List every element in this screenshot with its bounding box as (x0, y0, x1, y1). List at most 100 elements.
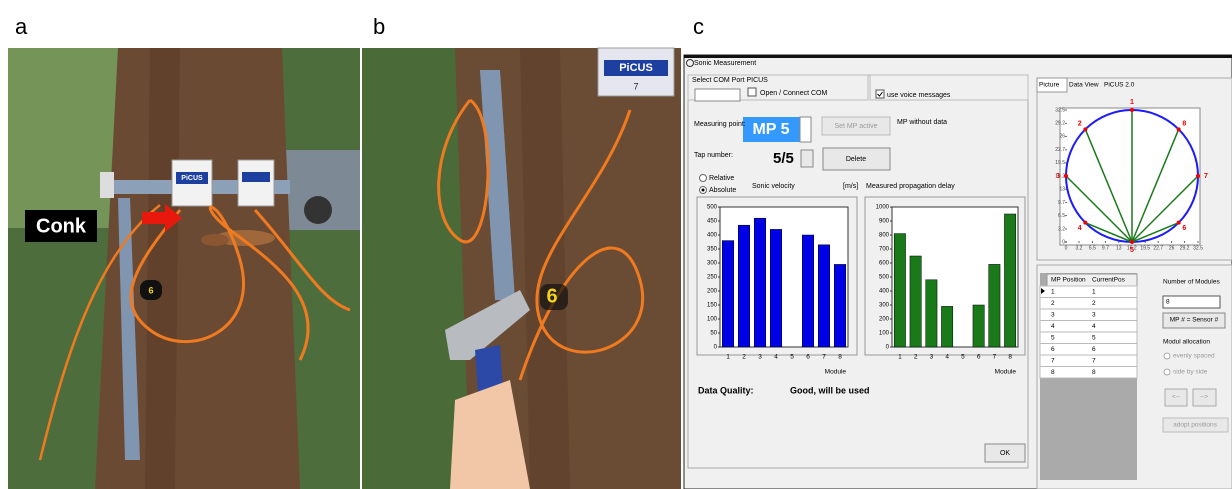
y-tick-label: 6.5 (1058, 213, 1065, 219)
x-tick-label: 3 (930, 354, 934, 361)
x-axis-title: Module (995, 369, 1017, 376)
ui-text: Data Quality: (698, 385, 754, 395)
table-cell: 4 (1051, 323, 1055, 330)
x-tick-label: 3.2 (1076, 245, 1083, 251)
tree-tag: 6 (546, 285, 557, 307)
ui-text: Select COM Port PICUS (692, 77, 768, 84)
y-tick-label: 32.5 (1055, 107, 1065, 113)
ui-text: OK (1000, 450, 1010, 457)
x-tick-label: 4 (945, 354, 949, 361)
ui-text: Sonic Measurement (694, 60, 756, 67)
chart-unit: [m/s] (843, 183, 858, 190)
ui-text: adopt positions (1173, 422, 1217, 429)
table-cell: 8 (1051, 369, 1055, 376)
sensor-label: 1 (1130, 99, 1134, 106)
x-tick-label: 13 (1116, 245, 1122, 251)
bar (910, 256, 921, 347)
y-tick-label: 3.2 (1058, 226, 1065, 232)
sensor-label: 5 (1130, 247, 1134, 254)
x-tick-label: 7 (993, 354, 997, 361)
y-tick-label: 26 (1059, 134, 1065, 140)
ui-text: use voice messages (887, 92, 951, 99)
y-tick-label: 50 (710, 331, 717, 337)
y-tick-label: 700 (879, 247, 890, 253)
table-cell: 8 (1092, 369, 1096, 376)
x-tick-label: 8 (1008, 354, 1012, 361)
y-tick-label: 1000 (876, 205, 890, 211)
sensor-label: 2 (1078, 121, 1082, 128)
ui-text: Modul allocation (1163, 339, 1210, 346)
bar (1004, 214, 1015, 347)
ui-text: Good, will be used (790, 385, 870, 395)
device-number: 7 (633, 81, 638, 91)
ui-text: side by side (1173, 369, 1208, 376)
table-cell: 1 (1092, 289, 1096, 296)
sensor-point (1083, 221, 1087, 225)
table-cell: 5 (1051, 335, 1055, 342)
table-header-cell: MP Position (1051, 277, 1086, 284)
sensor-label: 8 (1182, 121, 1186, 128)
sensor-point (1083, 127, 1087, 131)
x-tick-label: 8 (838, 354, 842, 361)
bar (722, 241, 734, 347)
panel-label: c (693, 14, 704, 39)
ui-text: MP 5 (752, 121, 789, 138)
bar (802, 235, 814, 347)
ui-text: Tap number: (694, 152, 733, 159)
sensor-label: 7 (1204, 173, 1208, 180)
table-cell: 7 (1051, 358, 1055, 365)
x-tick-label: 4 (774, 354, 778, 361)
ui-text: <-- (1172, 394, 1180, 401)
x-tick-label: 1 (726, 354, 730, 361)
photo-b (362, 48, 681, 489)
table-cell: 5 (1092, 335, 1096, 342)
panel-label: a (15, 14, 28, 39)
y-tick-label: 400 (879, 289, 890, 295)
table-cell: 6 (1092, 346, 1096, 353)
y-tick-label: 100 (707, 317, 718, 323)
y-tick-label: 900 (879, 219, 890, 225)
ui-text: --> (1200, 394, 1208, 401)
x-tick-label: 0 (1065, 245, 1068, 251)
table-cell: 7 (1092, 358, 1096, 365)
ui-text: 8 (1166, 299, 1170, 306)
y-tick-label: 800 (879, 233, 890, 239)
sensor-point (1196, 174, 1200, 178)
ui-text: Open / Connect COM (760, 90, 827, 97)
x-tick-label: 2 (742, 354, 746, 361)
x-tick-label: 7 (822, 354, 826, 361)
bar (754, 218, 766, 347)
y-tick-label: 600 (879, 261, 890, 267)
figure: abcConkPiCUS6PiCUS76Sonic MeasurementSel… (0, 0, 1232, 489)
y-tick-label: 300 (879, 303, 890, 309)
sensor-point (1177, 221, 1181, 225)
bar (834, 264, 846, 347)
y-tick-label: 9.7 (1058, 200, 1065, 206)
x-tick-label: 5 (961, 354, 965, 361)
table-header-cell: CurrentPos (1092, 277, 1126, 284)
y-tick-label: 300 (707, 261, 718, 267)
sensor-point (1130, 240, 1134, 244)
sensor-label: 4 (1078, 225, 1082, 232)
ui-text: MP without data (897, 119, 947, 126)
bar (770, 229, 782, 347)
ui-text: Relative (709, 175, 734, 182)
device-label: PiCUS (181, 175, 203, 182)
table-cell: 3 (1051, 312, 1055, 319)
y-tick-label: 500 (707, 205, 718, 211)
table-cell: 1 (1051, 289, 1055, 296)
sensor-label: 3 (1056, 173, 1060, 180)
y-tick-label: 13 (1059, 187, 1065, 193)
y-tick-label: 29.2 (1055, 121, 1065, 127)
y-tick-label: 150 (707, 303, 718, 309)
device-label: PiCUS (619, 62, 653, 74)
y-tick-label: 500 (879, 275, 890, 281)
x-tick-label: 3 (758, 354, 762, 361)
ui-text: Measuring point: (694, 121, 746, 128)
ui-text: Absolute (709, 187, 736, 194)
tab: Picture (1039, 82, 1060, 89)
sensor-label: 6 (1182, 225, 1186, 232)
ui-text: 5/5 (773, 150, 794, 167)
table-cell: 3 (1092, 312, 1096, 319)
ui-text: Number of Modules (1163, 279, 1220, 286)
